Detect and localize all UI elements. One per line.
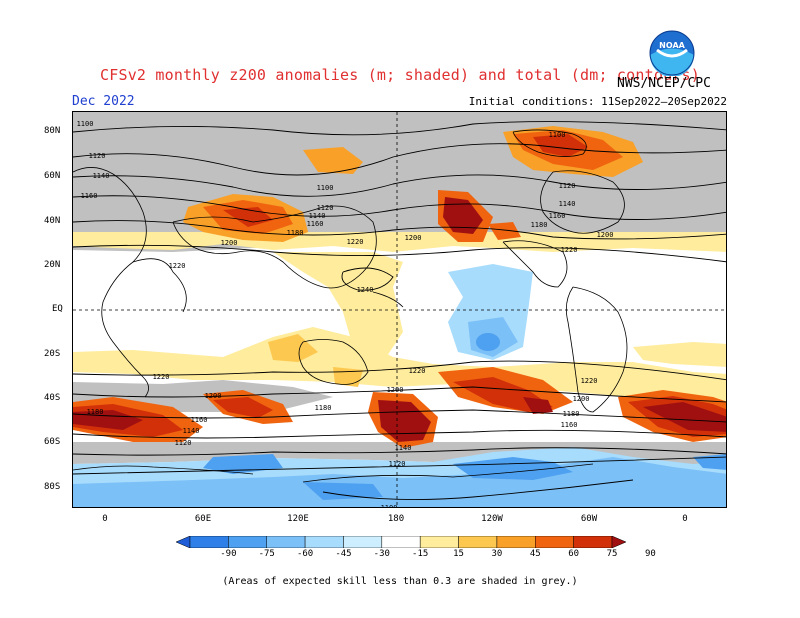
colorbar-tick-label: -90 [220, 549, 237, 559]
colorbar-tick-label: -45 [335, 549, 352, 559]
contour-label: 1120 [388, 460, 406, 468]
contour-label: 1200 [572, 395, 590, 403]
contour-label: 1220 [152, 373, 170, 381]
colorbar-segment [304, 536, 344, 548]
contour-label: 1120 [174, 439, 192, 447]
contour-label: 1160 [548, 212, 566, 220]
colorbar-tick-label: 30 [491, 549, 503, 559]
lat-label: 20N [44, 260, 61, 270]
coastlines [73, 129, 628, 483]
contour-label: 1180 [562, 410, 580, 418]
contour-label: 1220 [408, 367, 426, 375]
lat-label: 60S [44, 437, 61, 447]
contour-label: 1140 [394, 444, 412, 452]
agency-label: NWS/NCEP/CPC [617, 76, 711, 91]
lat-label: 40S [44, 393, 61, 403]
yellow-anomaly-south [73, 327, 726, 402]
lat-label: 60N [44, 171, 61, 181]
contour-label: 1160 [190, 416, 208, 424]
colorbar-tick-label: 75 [606, 549, 618, 559]
contour-label: 1220 [580, 377, 598, 385]
skill-note: (Areas of expected skill less than 0.3 a… [222, 576, 578, 587]
initial-conditions-label: Initial conditions: 11Sep2022–20Sep2022 [468, 95, 727, 108]
map-title: CFSv2 monthly z200 anomalies (m; shaded)… [100, 66, 700, 84]
colorbar-segment [458, 536, 498, 548]
contour-label: 1100 [76, 120, 94, 128]
contour-label: 1100 [548, 131, 566, 139]
colorbar-segment [496, 536, 536, 548]
colorbar-tick-label: -60 [296, 549, 314, 559]
colorbar-segment [343, 536, 383, 548]
contour-label: 1180 [286, 229, 304, 237]
contour-label: 1200 [220, 239, 238, 247]
contour-label: 1160 [80, 192, 98, 200]
contour-label: 1220 [560, 246, 578, 254]
map-svg [73, 112, 726, 507]
contour-label: 1240 [356, 286, 374, 294]
lon-label: 120W [481, 514, 503, 524]
contour-label: 1180 [314, 404, 332, 412]
colorbar-segment [381, 536, 421, 548]
contour-label: 1140 [92, 172, 110, 180]
colorbar-tick-label: 90 [644, 549, 656, 559]
lon-label: 180 [387, 514, 405, 524]
contour-label: 1220 [346, 238, 364, 246]
valid-month-label: Dec 2022 [72, 94, 135, 109]
svg-text:NOAA: NOAA [659, 41, 685, 50]
contour-label: 1200 [204, 392, 222, 400]
contour-label: 1160 [560, 421, 578, 429]
contour-label: 1200 [404, 234, 422, 242]
lon-label: 60E [194, 514, 212, 524]
contour-label: 1180 [86, 408, 104, 416]
contour-label: 1140 [558, 200, 576, 208]
colorbar-tick-label: 60 [568, 549, 580, 559]
contour-label: 1180 [530, 221, 548, 229]
contour-label: 1220 [168, 262, 186, 270]
contour-label: 1120 [88, 152, 106, 160]
lon-label: 0 [102, 514, 108, 524]
contour-label: 1200 [596, 231, 614, 239]
colorbar-tick-label: 45 [529, 549, 541, 559]
lon-label: 120E [287, 514, 309, 524]
lat-label: 80N [44, 126, 61, 136]
contour-label: 1140 [308, 212, 326, 220]
contour-label: 1160 [306, 220, 324, 228]
lat-label: 80S [44, 482, 61, 492]
lat-label: 40N [44, 216, 61, 226]
anomaly-map: 1100 1120 1140 1160 1200 1220 1100 1120 … [72, 111, 727, 508]
lon-label: 0 [682, 514, 688, 524]
contour-label: 1140 [182, 427, 200, 435]
colorbar [176, 536, 626, 548]
contour-label: 1200 [386, 386, 404, 394]
colorbar-segment [266, 536, 306, 548]
lat-label: EQ [52, 304, 63, 314]
height-contours [73, 121, 726, 501]
colorbar-segment [535, 536, 574, 548]
colorbar-end-high [611, 536, 626, 548]
colorbar-end-low [176, 536, 191, 548]
colorbar-segment [573, 536, 613, 548]
grid-lines [73, 112, 726, 507]
contour-label: 1120 [316, 204, 334, 212]
contour-label: 1100 [316, 184, 334, 192]
colorbar-segment [228, 536, 267, 548]
contour-label: 1120 [558, 182, 576, 190]
colorbar-tick-label: -30 [373, 549, 390, 559]
lat-label: 20S [44, 349, 61, 359]
colorbar-segment [419, 536, 459, 548]
colorbar-tick-label: 15 [453, 549, 464, 559]
colorbar-tick-label: -15 [412, 549, 429, 559]
colorbar-tick-label: -75 [258, 549, 275, 559]
noaa-logo-icon: NOAA [649, 30, 695, 76]
lon-label: 60W [580, 514, 598, 524]
contour-label: 1100 [380, 504, 398, 508]
colorbar-segment [189, 536, 229, 548]
